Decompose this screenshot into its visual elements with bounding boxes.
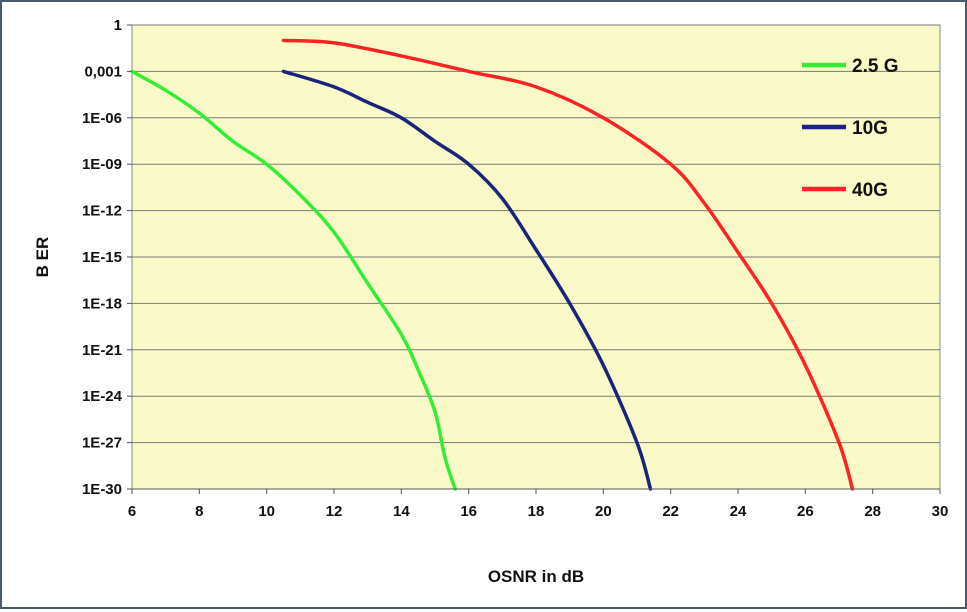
y-tick-label: 1E-12	[82, 203, 122, 220]
x-tick-label: 18	[528, 503, 545, 520]
legend: 2.5 G 10G 40G	[802, 56, 898, 201]
series-line-1	[281, 69, 653, 491]
x-tick-label: 22	[662, 503, 679, 520]
grid-lines	[132, 24, 940, 490]
x-axis: 6 8 10 12 14 16 18 20 22 24 26 28 30	[128, 488, 949, 520]
y-axis: 1 0,001 1E-06 1E-09 1E-12 1E-15 1E-18 1E-21 1E-2…	[82, 17, 132, 498]
x-tick-label: 30	[932, 503, 949, 520]
x-tick-label: 24	[730, 503, 747, 520]
series-lines	[130, 38, 855, 491]
y-tick-label: 1E-15	[82, 249, 122, 266]
x-tick-label: 26	[797, 503, 814, 520]
x-tick-label: 10	[258, 503, 275, 520]
legend-label: 2.5 G	[852, 56, 898, 77]
legend-label: 40G	[852, 180, 888, 201]
x-tick-label: 8	[195, 503, 203, 520]
x-axis-title: OSNR in dB	[488, 567, 584, 586]
legend-label: 10G	[852, 118, 888, 139]
series-line-2	[281, 38, 855, 491]
series-line-0	[130, 69, 457, 491]
x-tick-label: 6	[128, 503, 136, 520]
y-axis-title: B ER	[33, 237, 52, 278]
y-tick-label: 1E-27	[82, 435, 122, 452]
y-tick-label: 1E-30	[82, 481, 122, 498]
x-tick-label: 28	[864, 503, 881, 520]
x-tick-label: 12	[326, 503, 343, 520]
y-tick-label: 1E-06	[82, 110, 122, 127]
y-tick-label: 1	[114, 17, 122, 34]
x-tick-label: 16	[460, 503, 477, 520]
x-tick-label: 14	[393, 503, 410, 520]
x-tick-label: 20	[595, 503, 612, 520]
y-tick-label: 0,001	[84, 63, 122, 80]
y-tick-label: 1E-18	[82, 295, 122, 312]
y-tick-label: 1E-21	[82, 342, 122, 359]
y-tick-label: 1E-24	[82, 388, 123, 405]
y-tick-label: 1E-09	[82, 156, 122, 173]
